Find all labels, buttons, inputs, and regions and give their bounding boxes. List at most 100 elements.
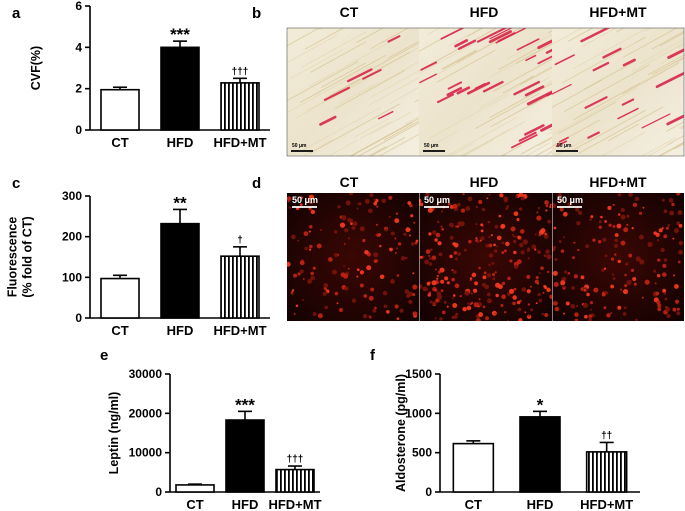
fluorescent-nucleus	[394, 251, 397, 254]
fibre-streak	[368, 77, 419, 106]
fluorescent-nucleus	[362, 238, 366, 243]
fibre-streak	[300, 55, 386, 103]
fluorescent-nucleus	[325, 291, 328, 294]
fibre-streak	[447, 28, 483, 47]
fluorescent-nucleus	[668, 198, 674, 203]
fluorescent-nucleus	[347, 267, 350, 270]
fluorescent-nucleus	[399, 308, 404, 313]
collagen-mark	[655, 71, 684, 89]
fluorescent-nucleus	[655, 232, 660, 237]
fluorescent-nucleus	[602, 237, 607, 242]
fluorescent-nucleus	[299, 203, 303, 207]
fibre-streak	[445, 116, 518, 156]
fluorescent-nucleus	[665, 306, 671, 312]
fluorescent-nucleus	[673, 228, 679, 234]
fluorescent-nucleus	[626, 279, 632, 285]
x-tick-label-ct: CT	[111, 135, 128, 150]
fibre-streak	[387, 40, 419, 59]
y-tick-label: 10000	[129, 446, 163, 460]
fluorescent-nucleus	[407, 201, 412, 205]
fluorescent-nucleus	[369, 193, 374, 198]
fluorescent-nucleus	[452, 242, 456, 246]
fluorescent-nucleus	[301, 298, 304, 301]
fluorescent-nucleus	[678, 240, 684, 246]
fluorescent-nucleus	[657, 258, 661, 262]
fluorescent-nucleus	[403, 232, 407, 236]
fluorescent-nucleus	[359, 270, 365, 275]
fluorescent-nucleus	[614, 253, 617, 256]
fluorescent-nucleus	[438, 252, 443, 257]
fluorescent-nucleus	[464, 290, 470, 296]
fluorescent-nucleus	[501, 251, 505, 255]
fluorescent-nucleus	[320, 228, 323, 231]
fluorescent-nucleus	[385, 228, 388, 232]
fluorescent-nucleus	[546, 287, 551, 293]
fluorescent-nucleus	[300, 196, 303, 199]
fluorescent-nucleus	[449, 222, 454, 228]
fluorescent-nucleus	[663, 209, 668, 214]
micrograph-b-title-hfdmt: HFD+MT	[589, 4, 647, 20]
fluorescent-nucleus	[527, 257, 530, 260]
fluorescent-nucleus	[291, 234, 296, 240]
fluorescent-nucleus	[317, 313, 323, 319]
collagen-mark	[537, 55, 552, 65]
fluorescent-nucleus	[633, 282, 637, 286]
fluorescent-nucleus	[484, 284, 489, 290]
fluorescent-nucleus	[512, 301, 516, 306]
collagen-mark	[524, 85, 545, 97]
fluorescent-nucleus	[499, 193, 504, 198]
fluorescent-nucleus	[308, 248, 312, 251]
bar-hfdmt	[220, 255, 260, 319]
fluorescent-nucleus	[488, 193, 491, 196]
significance-marker-hfd: *	[537, 395, 544, 414]
fluorescent-nucleus	[608, 223, 612, 227]
x-tick-label-hfdmt: HFD+MT	[213, 323, 266, 338]
fluorescent-nucleus	[505, 241, 510, 247]
fluorescent-nucleus	[678, 223, 683, 228]
fluorescent-nucleus	[367, 208, 373, 214]
fluorescent-nucleus	[597, 239, 602, 244]
fluorescent-nucleus	[672, 307, 677, 312]
fluorescent-nucleus	[455, 312, 459, 316]
fluorescent-nucleus	[614, 243, 618, 248]
fluorescent-nucleus	[667, 224, 671, 227]
fluorescent-nucleus	[331, 269, 337, 275]
fluorescent-nucleus	[405, 227, 411, 233]
fluorescent-nucleus	[618, 193, 622, 197]
fluorescent-nucleus	[653, 269, 657, 273]
fibre-streak	[357, 122, 419, 156]
fluorescent-nucleus	[545, 204, 549, 208]
fluorescent-nucleus	[674, 284, 679, 289]
fibre-streak	[558, 101, 617, 135]
x-tick-label-hfd: HFD	[232, 497, 259, 511]
collagen-mark	[436, 93, 454, 104]
fluorescent-nucleus	[620, 240, 626, 246]
fluorescent-nucleus	[425, 249, 431, 254]
fluorescent-nucleus	[350, 222, 353, 226]
fluorescent-nucleus	[496, 235, 502, 241]
fluorescent-nucleus	[490, 234, 493, 237]
fluorescent-nucleus	[419, 202, 424, 207]
fluorescent-nucleus	[487, 298, 492, 304]
fluorescent-nucleus	[436, 274, 440, 278]
fluorescent-nucleus	[382, 290, 388, 296]
fluorescent-nucleus	[665, 226, 669, 230]
fluorescent-nucleus	[426, 281, 431, 286]
fluorescent-nucleus	[498, 214, 502, 218]
fluorescent-nucleus	[638, 234, 644, 240]
fluorescent-nucleus	[293, 273, 298, 278]
fluorescent-nucleus	[620, 288, 623, 291]
fibre-streak	[573, 82, 640, 121]
collagen-mark	[552, 83, 572, 95]
fluorescent-nucleus	[625, 262, 629, 266]
fluorescent-nucleus	[349, 218, 354, 223]
fluorescent-nucleus	[526, 314, 532, 319]
fluorescent-nucleus	[474, 281, 479, 286]
fluorescent-nucleus	[519, 242, 524, 248]
fluorescent-nucleus	[543, 254, 547, 258]
fluorescent-nucleus	[454, 283, 460, 289]
fluorescent-nucleus	[624, 284, 628, 288]
fluorescent-nucleus	[536, 211, 539, 214]
fluorescent-nucleus	[623, 306, 627, 310]
fluorescent-nucleus	[642, 206, 645, 209]
